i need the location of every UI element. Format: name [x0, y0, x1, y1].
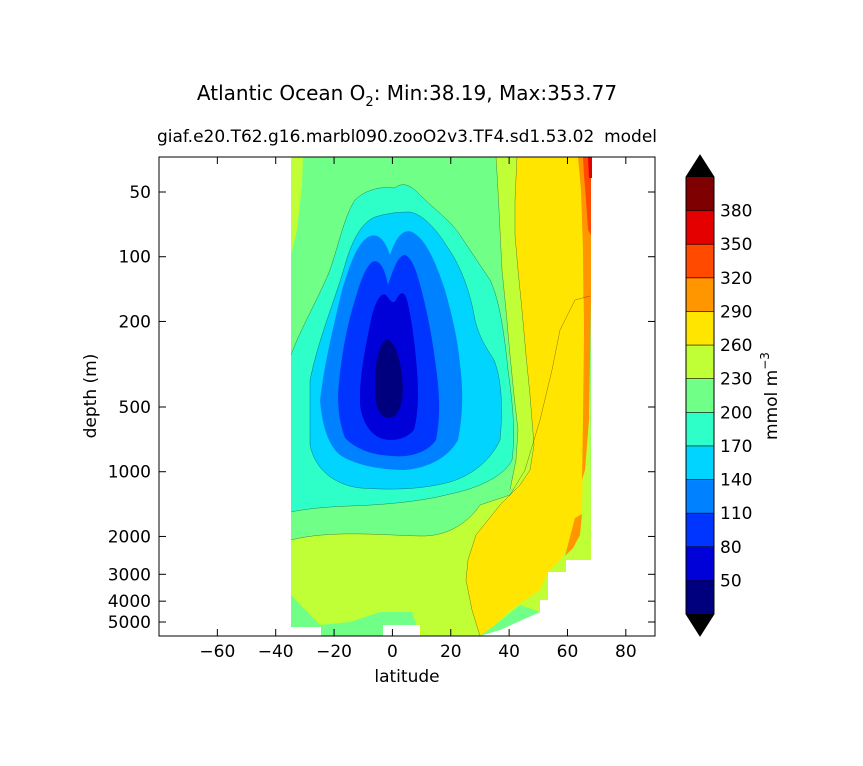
land-mask	[383, 625, 420, 636]
colorbar-tick-label: 140	[720, 471, 752, 491]
x-axis-label: latitude	[374, 667, 439, 687]
contour-band-290-320	[578, 157, 591, 480]
colorbar-tick-label: 260	[720, 336, 752, 356]
colorbar-swatch	[686, 378, 714, 413]
colorbar-swatch	[686, 277, 714, 312]
colorbar-extend-max	[686, 155, 714, 177]
land-mask	[540, 600, 550, 636]
colorbar-tick-label: 110	[720, 504, 752, 524]
x-tick-label: −60	[199, 642, 235, 662]
land-mask	[548, 572, 566, 636]
contour-band-350-380	[588, 157, 592, 178]
x-tick-label: 40	[498, 642, 520, 662]
contour-band-230-260-north	[496, 157, 534, 490]
contour-band-orange-deep	[565, 514, 582, 556]
colorbar-swatch	[686, 244, 714, 279]
y-tick-label: 3000	[108, 565, 151, 585]
colorbar-tick-label: 380	[720, 202, 752, 222]
y-tick-label: 5000	[108, 613, 151, 633]
y-tick-label: 2000	[108, 527, 151, 547]
y-tick-label: 500	[119, 398, 151, 418]
contour-band-260-290	[466, 157, 583, 636]
colorbar-swatch	[686, 311, 714, 346]
colorbar-swatch	[686, 210, 714, 245]
colorbar-swatch	[686, 580, 714, 615]
chart-subtitle-left: giaf.e20.T62.g16.marbl090.zooO2v3.TF4.sd…	[157, 127, 594, 147]
colorbar-swatch	[686, 177, 714, 212]
contour-band-230-260-upper	[291, 157, 303, 255]
colorbar-tick-label: 320	[720, 269, 752, 289]
y-tick-label: 100	[119, 248, 151, 268]
colorbar-tick-label: 50	[720, 571, 742, 591]
y-tick-label: 200	[119, 312, 151, 332]
chart-subtitle-right: model	[604, 127, 657, 147]
land-mask	[291, 627, 321, 636]
colorbar-swatch	[686, 445, 714, 481]
land-mask	[566, 560, 591, 636]
colorbar-outline	[685, 154, 715, 637]
plot-frame	[158, 156, 656, 637]
contour-lines	[290, 157, 591, 636]
y-tick-label: 4000	[108, 592, 151, 612]
colorbar-tick-label: 170	[720, 437, 752, 457]
colorbar-swatch	[686, 513, 714, 548]
y-tick-label: 50	[129, 183, 151, 203]
x-tick-label: 0	[387, 642, 398, 662]
colorbar: 50 80 110 140 170 200 230 260 290 320 350 380	[685, 154, 752, 637]
colorbar-swatch	[686, 546, 714, 581]
colorbar-tick-label: 80	[720, 538, 742, 558]
contour-band-20-50	[375, 339, 403, 418]
colorbar-tick-label: 230	[720, 370, 752, 390]
chart-title: Atlantic Ocean O2: Min:38.19, Max:353.77	[197, 81, 617, 110]
y-tick-label: 1000	[108, 463, 151, 483]
colorbar-swatch	[686, 412, 714, 447]
x-tick-label: −20	[316, 642, 352, 662]
colorbar-tick-label: 200	[720, 403, 752, 423]
contour-plot	[290, 157, 592, 636]
x-tick-label: 80	[615, 642, 637, 662]
colorbar-swatch	[686, 345, 714, 380]
colorbar-swatch	[686, 479, 714, 514]
colorbar-extend-min	[686, 614, 714, 636]
colorbar-tick-label: 350	[720, 235, 752, 255]
x-tick-label: −40	[258, 642, 294, 662]
colorbar-label: mmol m−3	[758, 352, 782, 440]
x-tick-label: 20	[440, 642, 462, 662]
colorbar-tick-label: 290	[720, 302, 752, 322]
x-tick-label: 60	[557, 642, 579, 662]
x-axis: −60 −40 −20 0 20 40 60 80	[199, 157, 637, 662]
y-axis-label: depth (m)	[81, 354, 101, 439]
